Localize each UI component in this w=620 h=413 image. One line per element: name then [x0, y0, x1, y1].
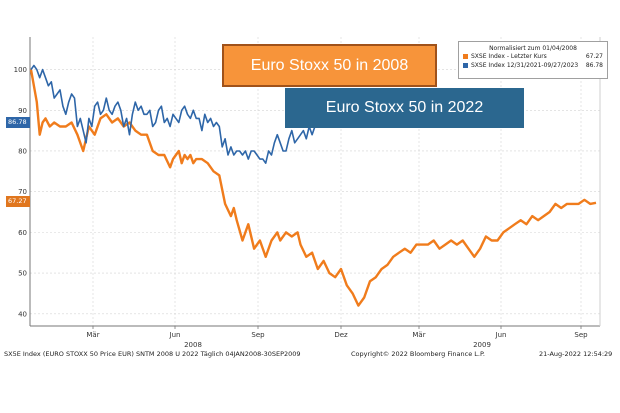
banner-2022: Euro Stoxx 50 in 2022 [285, 88, 524, 128]
year-label: 2009 [473, 341, 491, 349]
legend-row-orange: SXSE Index - Letzter Kurs 67.27 [459, 52, 607, 61]
x-tick-label: Jun [495, 331, 507, 339]
y-tick-label: 80 [18, 147, 27, 155]
footer-center: Copyright© 2022 Bloomberg Finance L.P. [351, 350, 485, 358]
legend-swatch-blue [463, 63, 468, 68]
series-line-2008 [29, 69, 597, 307]
y-tick-label: 50 [18, 270, 27, 278]
x-tick-label: Mär [412, 331, 425, 339]
x-tick-label: Jun [169, 331, 181, 339]
y-tick-labels: 40 50 60 70 80 90 100 [14, 66, 27, 318]
banner-2008: Euro Stoxx 50 in 2008 [222, 44, 437, 87]
legend-label-orange: SXSE Index - Letzter Kurs [471, 53, 547, 60]
banner-2008-text: Euro Stoxx 50 in 2008 [250, 57, 409, 74]
series-lines [29, 64, 597, 307]
legend-header: Normalisiert zum 01/04/2008 [489, 45, 577, 52]
legend-row-blue: SXSE Index 12/31/2021-09/27/2023 86.78 [459, 61, 607, 70]
y-tick-label: 70 [18, 188, 27, 196]
x-tick-label: Sep [251, 331, 265, 339]
y-tick-label: 100 [14, 66, 27, 74]
y-tick-label: 90 [18, 107, 27, 115]
legend-label-blue: SXSE Index 12/31/2021-09/27/2023 [471, 62, 579, 69]
x-tick-label: Dez [334, 331, 348, 339]
series-line-2022 [30, 64, 327, 164]
legend: Normalisiert zum 01/04/2008 SXSE Index -… [458, 41, 608, 79]
x-tick-label: Mär [86, 331, 99, 339]
legend-value-blue: 86.78 [585, 62, 603, 69]
x-tick-labels: Mär Jun Sep Dez Mär Jun Sep [86, 326, 588, 339]
year-label: 2008 [184, 341, 202, 349]
x-tick-label: Sep [574, 331, 588, 339]
y-tick-label: 60 [18, 229, 27, 237]
legend-swatch-orange [463, 54, 468, 59]
legend-value-orange: 67.27 [585, 53, 603, 60]
footer-right: 21-Aug-2022 12:54:29 [539, 350, 613, 358]
y-tick-label: 40 [18, 310, 27, 318]
last-value-badge-orange: 67.27 [6, 196, 30, 207]
banner-2022-text: Euro Stoxx 50 in 2022 [325, 99, 484, 116]
last-value-badge-blue: 86.78 [6, 117, 30, 128]
year-labels: 2008 2009 [184, 341, 491, 349]
footer-left: SX5E Index (EURO STOXX 50 Price EUR) SNT… [4, 350, 301, 358]
